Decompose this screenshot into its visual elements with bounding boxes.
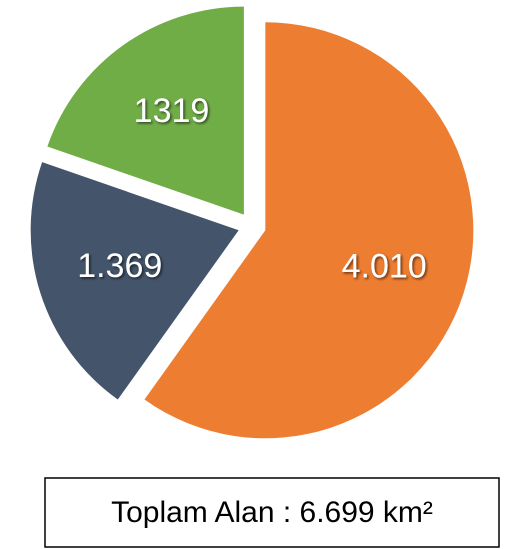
pie-slice — [30, 162, 239, 400]
value-label: 1.369 — [77, 247, 162, 285]
value-label: 4.010 — [342, 247, 427, 285]
pie — [30, 6, 474, 439]
total-label: Toplam Alan : 6.699 km² — [111, 496, 433, 529]
total-box — [44, 477, 500, 548]
pie-slice — [47, 6, 244, 215]
value-label: 1319 — [134, 92, 210, 130]
pie-slice — [144, 22, 474, 439]
